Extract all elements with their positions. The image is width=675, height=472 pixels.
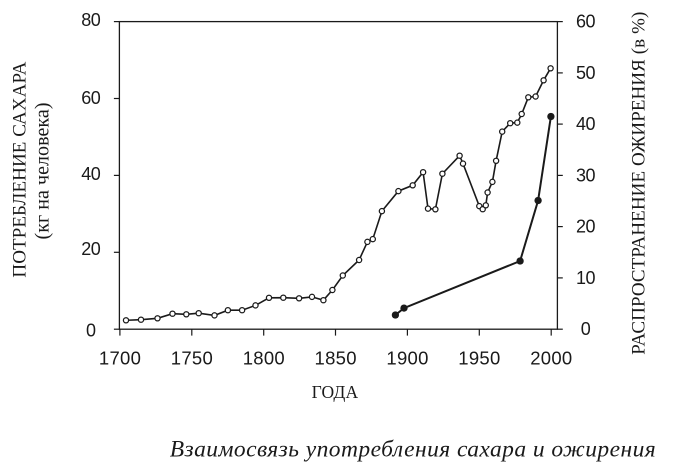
svg-text:1700: 1700 bbox=[99, 347, 141, 368]
svg-text:10: 10 bbox=[576, 268, 596, 288]
svg-text:0: 0 bbox=[581, 319, 591, 339]
svg-text:30: 30 bbox=[576, 165, 596, 185]
svg-text:1800: 1800 bbox=[243, 347, 285, 368]
svg-text:40: 40 bbox=[576, 114, 596, 134]
svg-text:50: 50 bbox=[576, 63, 596, 83]
svg-text:1900: 1900 bbox=[386, 347, 428, 368]
svg-text:(кг на человека): (кг на человека) bbox=[32, 103, 54, 240]
svg-text:ПОТРЕБЛЕНИЕ САХАРА: ПОТРЕБЛЕНИЕ САХАРА bbox=[9, 61, 30, 277]
svg-text:1750: 1750 bbox=[171, 347, 213, 368]
svg-text:20: 20 bbox=[576, 217, 596, 237]
svg-text:ГОДА: ГОДА bbox=[312, 382, 359, 402]
svg-text:20: 20 bbox=[81, 239, 101, 259]
svg-text:1850: 1850 bbox=[315, 347, 357, 368]
svg-text:1950: 1950 bbox=[458, 347, 500, 368]
svg-text:РАСПРОСТРАНЕНИЕ ОЖИРЕНИЯ (в %): РАСПРОСТРАНЕНИЕ ОЖИРЕНИЯ (в %) bbox=[629, 12, 650, 355]
svg-text:60: 60 bbox=[81, 88, 101, 108]
svg-text:2000: 2000 bbox=[530, 347, 572, 368]
svg-text:0: 0 bbox=[86, 321, 96, 341]
svg-text:80: 80 bbox=[81, 10, 101, 30]
svg-text:40: 40 bbox=[81, 164, 101, 184]
svg-text:60: 60 bbox=[576, 12, 596, 32]
svg-text:Взаимосвязь употребления сахар: Взаимосвязь употребления сахара и ожирен… bbox=[170, 437, 656, 463]
